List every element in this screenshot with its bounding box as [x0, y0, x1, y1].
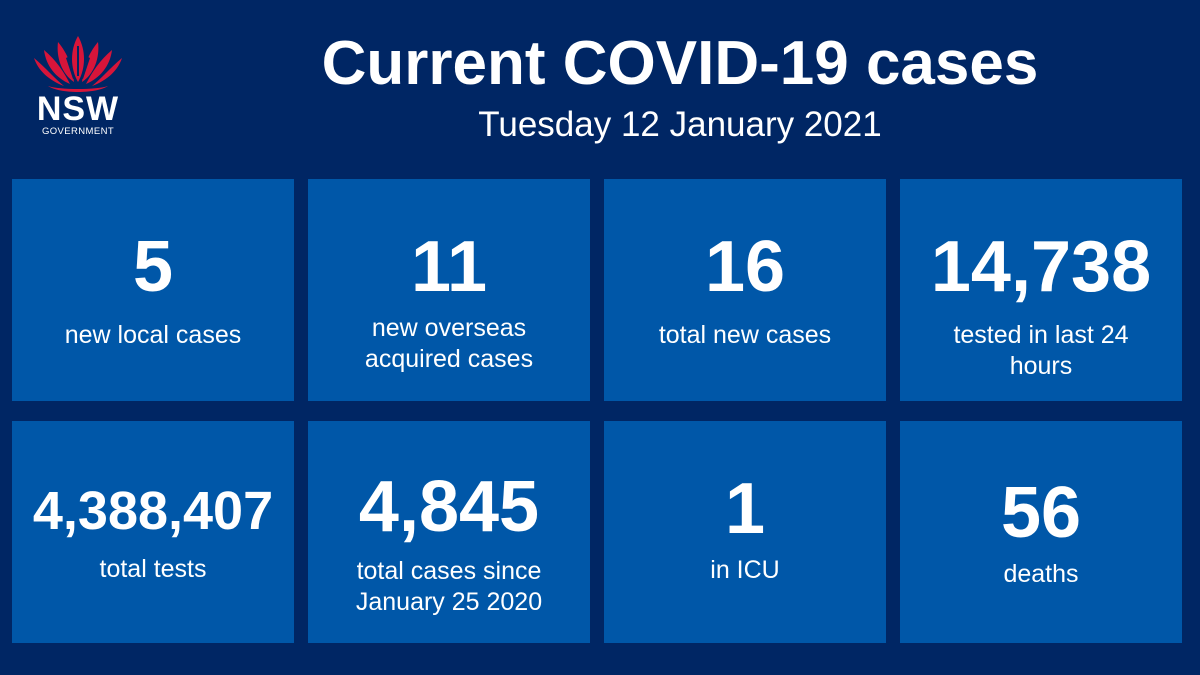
- nsw-government-logo: NSW GOVERNMENT: [30, 36, 126, 140]
- stat-tile-total-tests: 4,388,407 total tests: [12, 421, 294, 643]
- stat-label: tested in last 24 hours: [953, 321, 1129, 380]
- stat-value: 1: [724, 469, 766, 549]
- stat-tile-total-new-cases: 16 total new cases: [604, 179, 886, 401]
- stat-value: 11: [410, 227, 488, 307]
- waratah-flower-icon: [34, 36, 122, 92]
- stat-label: new local cases: [64, 321, 242, 349]
- stat-tile-new-overseas-acquired-cases: 11 new overseas acquired cases: [308, 179, 590, 401]
- page-title: Current COVID-19 cases: [321, 29, 1039, 98]
- stat-tile-in-icu: 1 in ICU: [604, 421, 886, 643]
- stat-label: total tests: [99, 555, 207, 583]
- stat-value: 4,845: [358, 467, 540, 547]
- stat-label: total cases since January 25 2020: [355, 557, 543, 616]
- report-date: Tuesday 12 January 2021: [478, 105, 882, 144]
- stat-value: 4,388,407: [32, 481, 274, 541]
- logo-government-text: GOVERNMENT: [41, 126, 115, 137]
- stat-value: 16: [704, 227, 786, 307]
- stat-value: 14,738: [930, 227, 1152, 307]
- stat-tile-new-local-cases: 5 new local cases: [12, 179, 294, 401]
- stat-value: 5: [132, 227, 174, 307]
- stat-label: in ICU: [710, 556, 780, 584]
- stats-grid: 5 new local cases 11 new overseas acquir…: [12, 179, 1184, 643]
- stat-tile-total-cases-since: 4,845 total cases since January 25 2020: [308, 421, 590, 643]
- stat-value: 56: [1000, 473, 1082, 553]
- stat-tile-deaths: 56 deaths: [900, 421, 1182, 643]
- logo-nsw-text: NSW: [36, 90, 120, 128]
- stat-tile-tested-last-24-hours: 14,738 tested in last 24 hours: [900, 179, 1182, 401]
- stat-label: total new cases: [658, 321, 832, 349]
- stat-label: deaths: [1003, 560, 1079, 588]
- stat-label: new overseas acquired cases: [364, 314, 534, 373]
